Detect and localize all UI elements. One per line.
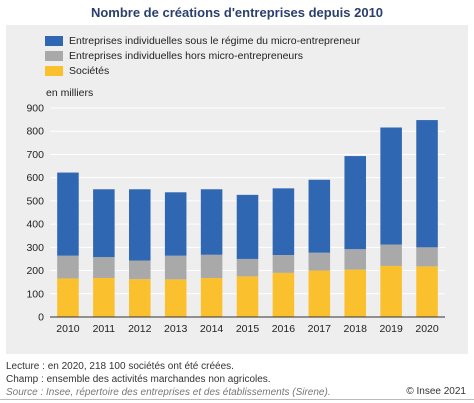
bar-segment	[380, 127, 402, 245]
y-tick-label: 400	[26, 219, 44, 231]
bar-segment	[164, 255, 187, 280]
y-tick-label: 500	[26, 195, 44, 207]
bar-segment	[57, 172, 79, 256]
legend-label-hors-micro: Entreprises individuelles hors micro-ent…	[69, 50, 304, 62]
note-lecture: Lecture : en 2020, 218 100 sociétés ont …	[6, 361, 234, 372]
bar-segment	[57, 255, 79, 279]
bar-segment	[416, 266, 438, 317]
x-tick-label: 2013	[164, 323, 188, 335]
bar-segment	[308, 179, 331, 253]
legend-item-micro: Entreprises individuelles sous le régime…	[45, 34, 360, 48]
bar-segment	[200, 277, 223, 317]
bar-segment	[416, 247, 438, 267]
bar-segment	[236, 194, 259, 259]
bar-segment	[416, 120, 438, 248]
x-tick-label: 2010	[56, 323, 80, 335]
y-tick-label: 700	[26, 149, 44, 161]
bar-segment	[272, 188, 295, 255]
chart-legend: Entreprises individuelles sous le régime…	[45, 34, 360, 79]
stacked-bar-chart: 0 100 200 300 400 500 600 700 800 900 2010 2011 2012…	[26, 103, 445, 335]
x-tick-label: 2017	[308, 323, 332, 335]
bar-segment	[308, 270, 331, 317]
bar-segment	[236, 258, 259, 277]
y-axis-unit-label: en milliers	[46, 87, 94, 99]
bar-segment	[344, 249, 366, 270]
bar-segment	[93, 257, 115, 278]
x-tick-label: 2014	[200, 323, 224, 335]
x-tick-label: 2019	[379, 323, 403, 335]
y-tick-label: 600	[26, 172, 44, 184]
bar-segment	[129, 189, 151, 261]
x-tick-label: 2011	[93, 323, 116, 335]
x-tick-label: 2012	[128, 323, 152, 335]
x-tick-label: 2015	[236, 323, 260, 335]
bar-segment	[129, 260, 151, 280]
bar-segment	[93, 277, 115, 317]
bar-segment	[380, 265, 402, 317]
bar-segment	[57, 278, 79, 317]
note-champ: Champ : ensemble des activités marchande…	[6, 374, 271, 385]
bar-segment	[93, 189, 115, 258]
x-tick-label: 2020	[415, 323, 439, 335]
bar-segment	[344, 156, 366, 250]
bar-segment	[164, 192, 187, 256]
y-tick-label: 300	[26, 242, 44, 254]
chart-notes: Lecture : en 2020, 218 100 sociétés ont …	[6, 360, 331, 399]
legend-label-micro: Entreprises individuelles sous le régime…	[69, 35, 361, 47]
bar-segment	[200, 189, 223, 255]
legend-item-hors-micro: Entreprises individuelles hors micro-ent…	[45, 49, 360, 63]
y-tick-label: 0	[38, 312, 44, 324]
x-tick-label: 2016	[272, 323, 296, 335]
bar-segment	[200, 254, 223, 278]
bar-segment	[164, 279, 187, 317]
x-tick-label: 2018	[344, 323, 368, 335]
bar-segment	[344, 269, 366, 317]
y-tick-label: 800	[26, 126, 44, 138]
y-tick-label: 200	[26, 265, 44, 277]
bar-segment	[272, 254, 295, 273]
legend-label-societes: Sociétés	[69, 65, 110, 77]
bar-segment	[308, 252, 331, 271]
y-tick-label: 900	[26, 103, 44, 115]
note-source: Source : Insee, répertoire des entrepris…	[6, 387, 331, 398]
y-tick-label: 100	[26, 288, 44, 300]
chart-title: Nombre de créations d'entreprises depuis…	[90, 5, 384, 20]
legend-swatch-hors-micro	[45, 51, 63, 61]
bar-segment	[380, 244, 402, 266]
bar-segment	[272, 272, 295, 317]
bottom-divider	[0, 399, 474, 400]
bar-segment	[129, 279, 151, 317]
legend-swatch-micro	[45, 36, 63, 46]
legend-swatch-societes	[45, 66, 63, 76]
legend-item-societes: Sociétés	[45, 64, 360, 78]
bar-segment	[236, 276, 259, 317]
copyright-credit: © Insee 2021	[406, 386, 466, 397]
